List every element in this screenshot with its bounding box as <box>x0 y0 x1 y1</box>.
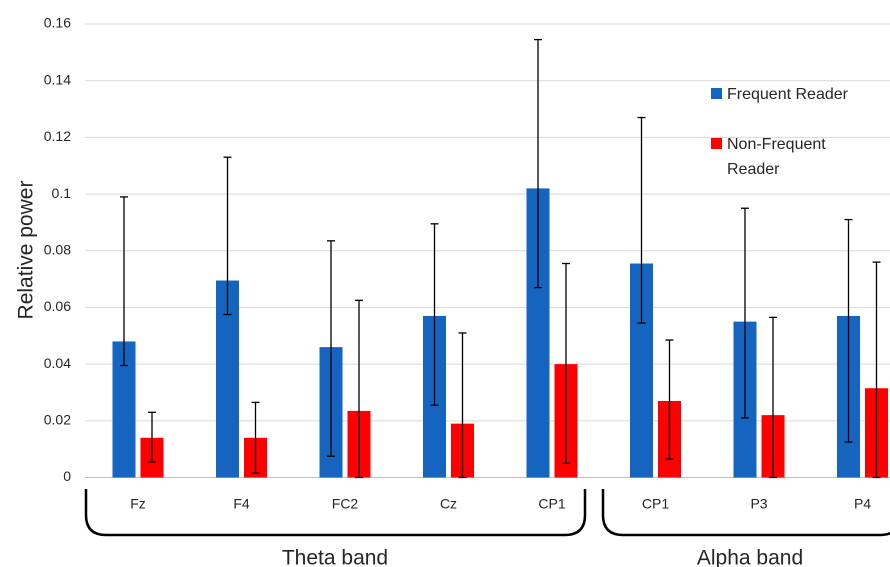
y-tick-label: 0.02 <box>44 412 71 428</box>
y-tick-label: 0 <box>63 468 71 484</box>
y-tick-label: 0.16 <box>44 15 71 31</box>
bar-frequent-reader-fz <box>112 341 136 478</box>
x-tick-label-f4: F4 <box>233 496 250 512</box>
x-tick-label-cp1: CP1 <box>642 496 669 512</box>
bar-frequent-reader-cp1 <box>630 263 653 478</box>
legend-label-non-frequent-reader: Non-Frequent <box>727 136 826 153</box>
x-tick-label-fc2: FC2 <box>332 496 359 512</box>
y-tick-label: 0.06 <box>44 298 71 314</box>
y-axis-label: Relative power <box>15 181 38 320</box>
y-tick-label: 0.08 <box>44 241 71 257</box>
x-axis-ticks: Fz F4 FC2 Cz CP1 CP1 P3 P4 <box>130 496 871 512</box>
x-tick-label-p4: P4 <box>854 496 871 512</box>
bracket-theta-band <box>84 489 587 537</box>
legend-label-frequent-reader: Frequent Reader <box>727 86 849 103</box>
y-tick-label: 0.1 <box>52 185 72 201</box>
bar-frequent-reader-cp1 <box>526 188 550 478</box>
error-bars <box>120 38 881 479</box>
y-axis-ticks: 0 0.02 0.04 0.06 0.08 0.1 0.12 0.14 0.16 <box>44 15 71 485</box>
band-label-theta-band: Theta band <box>282 547 388 567</box>
legend-label-non-frequent-reader-line2: Reader <box>727 161 780 178</box>
y-tick-label: 0.12 <box>44 128 71 144</box>
x-tick-label-cp1: CP1 <box>538 496 565 512</box>
y-tick-label: 0.14 <box>44 71 71 87</box>
y-tick-label: 0.04 <box>44 355 71 371</box>
x-tick-label-p3: P3 <box>750 496 767 512</box>
legend: Frequent Reader Non-Frequent Reader <box>711 86 849 178</box>
band-label-alpha-band: Alpha band <box>697 547 803 567</box>
x-tick-label-fz: Fz <box>130 496 146 512</box>
band-brackets: Theta band Alpha band <box>84 489 890 567</box>
bars <box>112 188 888 478</box>
bracket-alpha-band <box>601 489 890 537</box>
x-tick-label-cz: Cz <box>440 496 457 512</box>
legend-swatch-non-frequent-reader <box>711 138 722 149</box>
bar-frequent-reader-f4 <box>216 280 239 478</box>
legend-swatch-frequent-reader <box>711 88 722 99</box>
